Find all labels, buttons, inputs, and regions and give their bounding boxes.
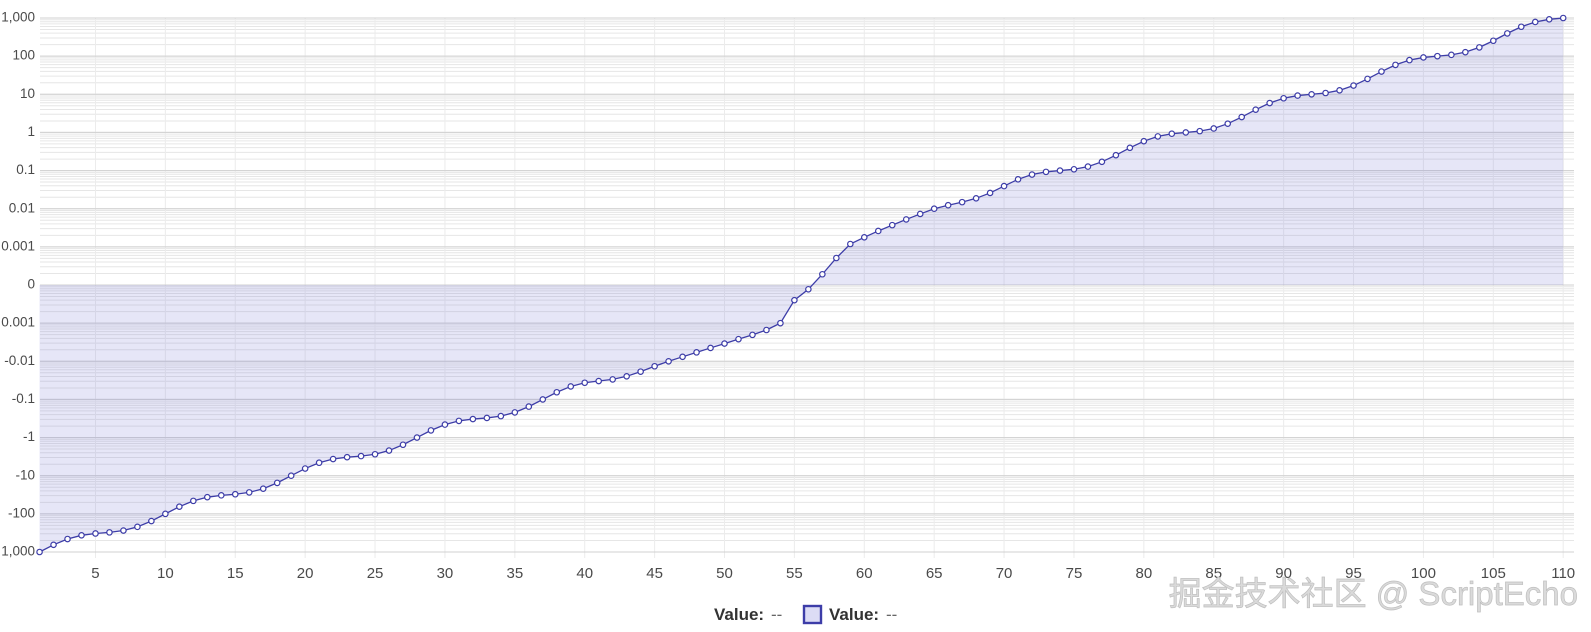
svg-text:0.001: 0.001	[1, 315, 35, 330]
svg-text:60: 60	[856, 565, 873, 582]
svg-text:15: 15	[227, 565, 244, 582]
svg-text:掘金技术社区 @ ScriptEcho: 掘金技术社区 @ ScriptEcho	[1169, 575, 1578, 612]
svg-text:1: 1	[27, 124, 35, 139]
svg-text:0.1: 0.1	[16, 162, 35, 177]
svg-text:0.001: 0.001	[1, 238, 35, 253]
svg-text:--: --	[771, 605, 782, 624]
svg-text:--: --	[886, 605, 897, 624]
svg-text:80: 80	[1136, 565, 1153, 582]
svg-text:30: 30	[437, 565, 454, 582]
svg-text:Value:: Value:	[714, 605, 764, 624]
svg-text:40: 40	[576, 565, 593, 582]
svg-text:50: 50	[716, 565, 733, 582]
svg-text:55: 55	[786, 565, 803, 582]
svg-text:10: 10	[157, 565, 174, 582]
svg-text:1,000: 1,000	[1, 544, 35, 559]
svg-text:Value:: Value:	[829, 605, 879, 624]
svg-text:45: 45	[646, 565, 663, 582]
svg-text:10: 10	[20, 86, 35, 101]
svg-text:5: 5	[91, 565, 99, 582]
svg-text:-0.01: -0.01	[4, 353, 35, 368]
svg-text:75: 75	[1066, 565, 1083, 582]
svg-text:100: 100	[12, 48, 35, 63]
svg-text:-1: -1	[23, 429, 35, 444]
svg-text:0: 0	[27, 277, 35, 292]
svg-text:70: 70	[996, 565, 1013, 582]
svg-text:35: 35	[506, 565, 523, 582]
svg-text:25: 25	[367, 565, 384, 582]
svg-text:20: 20	[297, 565, 314, 582]
svg-text:-10: -10	[15, 467, 35, 482]
svg-text:-100: -100	[8, 505, 35, 520]
svg-text:1,000: 1,000	[1, 10, 35, 25]
svg-text:-0.1: -0.1	[12, 391, 35, 406]
svg-text:0.01: 0.01	[9, 200, 35, 215]
svg-text:65: 65	[926, 565, 943, 582]
